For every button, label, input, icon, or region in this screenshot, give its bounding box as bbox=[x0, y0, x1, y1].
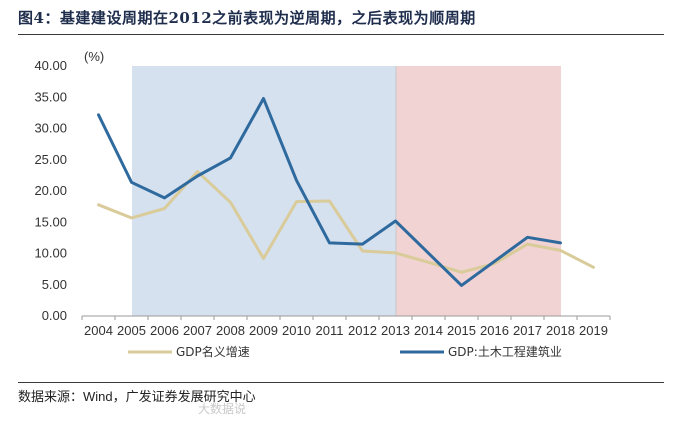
x-tick-label: 2013 bbox=[381, 323, 410, 338]
x-tick-label: 2005 bbox=[117, 323, 146, 338]
series-line-gdp-nominal bbox=[97, 170, 595, 274]
x-tick-label: 2018 bbox=[546, 323, 575, 338]
line-chart: 0.00 5.00 10.00 15.00 20.00 25.00 30.00 35.00 40… bbox=[34, 49, 611, 359]
title-bar: 图4：基建建设周期在2012之前表现为逆周期，之后表现为顺周期 bbox=[0, 0, 688, 34]
y-axis-unit: (%) bbox=[84, 49, 104, 64]
x-tick-label: 2019 bbox=[579, 323, 608, 338]
shaded-region-2 bbox=[396, 66, 561, 316]
x-tick-label: 2004 bbox=[84, 323, 113, 338]
y-tick-label: 25.00 bbox=[34, 152, 67, 167]
top-divider bbox=[18, 34, 664, 35]
x-tick-label: 2015 bbox=[447, 323, 476, 338]
legend-label-2: GDP:土木工程建筑业 bbox=[448, 344, 562, 359]
x-tick-label: 2012 bbox=[348, 323, 377, 338]
y-tick-label: 40.00 bbox=[34, 58, 67, 73]
y-tick-label: 10.00 bbox=[34, 246, 67, 261]
y-tick-label: 5.00 bbox=[42, 277, 67, 292]
x-tick-label: 2006 bbox=[150, 323, 179, 338]
figure-title: 图4：基建建设周期在2012之前表现为逆周期，之后表现为顺周期 bbox=[18, 9, 476, 27]
legend-label-1: GDP名义增速 bbox=[176, 344, 250, 359]
y-tick-label: 15.00 bbox=[34, 214, 67, 229]
y-tick-label: 0.00 bbox=[42, 308, 67, 323]
x-tick-label: 2011 bbox=[316, 323, 344, 338]
watermark: 大数据说 bbox=[198, 402, 247, 416]
y-tick-label: 35.00 bbox=[34, 89, 67, 104]
x-tick-label: 2007 bbox=[183, 323, 212, 338]
y-tick-label: 30.00 bbox=[34, 121, 67, 136]
x-tick-label: 2010 bbox=[282, 323, 311, 338]
x-tick-label: 2014 bbox=[414, 323, 443, 338]
x-tick-label: 2017 bbox=[513, 323, 542, 338]
series-line-civil-engineering bbox=[97, 97, 562, 287]
x-tick-label: 2008 bbox=[216, 323, 245, 338]
y-tick-label: 20.00 bbox=[34, 183, 67, 198]
bottom-divider bbox=[18, 382, 664, 383]
x-tick-label: 2009 bbox=[249, 323, 278, 338]
data-source-note: 数据来源：Wind，广发证券发展研究中心 bbox=[18, 389, 256, 404]
x-tick-label: 2016 bbox=[480, 323, 509, 338]
